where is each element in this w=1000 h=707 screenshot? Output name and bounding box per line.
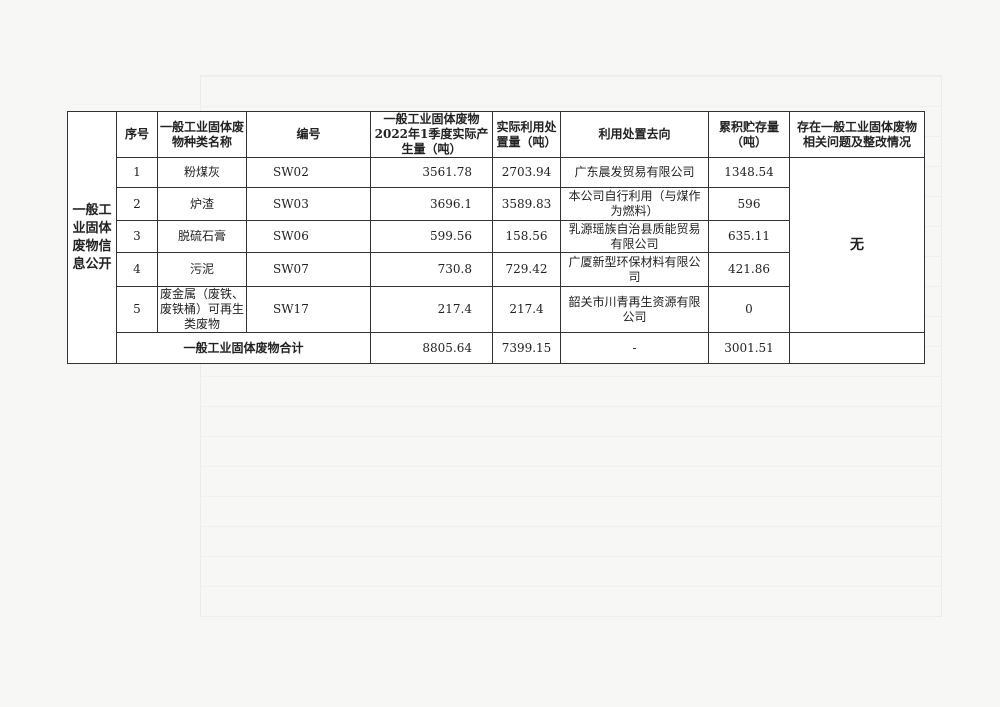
- total-stored: 3001.51: [708, 332, 790, 364]
- total-row: 一般工业固体废物合计 8805.64 7399.15 - 3001.51: [68, 332, 925, 364]
- cell-code: SW03: [246, 187, 371, 221]
- header-produced: 一般工业固体废物2022年1季度实际产生量（吨）: [370, 111, 493, 158]
- cell-name: 污泥: [157, 252, 247, 287]
- section-label: 一般工业固体废物信息公开: [67, 111, 117, 364]
- header-row: 一般工业固体废物信息公开 序号 一般工业固体废物种类名称 编号 一般工业固体废物…: [67, 111, 925, 364]
- cell-destination: 本公司自行利用（与煤作为燃料）: [560, 187, 709, 221]
- cell-stored: 596: [708, 187, 790, 221]
- cell-stored: 1348.54: [708, 157, 790, 188]
- header-issues: 存在一般工业固体废物相关问题及整改情况: [789, 111, 925, 158]
- cell-produced: 730.8: [370, 252, 493, 287]
- cell-disposed: 217.4: [492, 286, 561, 333]
- header-disposed: 实际利用处置量（吨）: [492, 111, 561, 158]
- table-row: 4 污泥 SW07 730.8 729.42 广厦新型环保材料有限公司 421.…: [68, 252, 925, 287]
- table-row: 1 粉煤灰 SW02 3561.78 2703.94 广东晨发贸易有限公司 13…: [68, 157, 925, 333]
- cell-produced: 599.56: [370, 220, 493, 253]
- cell-produced: 3696.1: [370, 187, 493, 221]
- cell-code: SW07: [246, 252, 371, 287]
- table-row: 5 废金属（废铁、废铁桶）可再生类废物 SW17 217.4 217.4 韶关市…: [68, 286, 925, 333]
- total-label: 一般工业固体废物合计: [116, 332, 371, 364]
- cell-name: 炉渣: [157, 187, 247, 221]
- cell-stored: 635.11: [708, 220, 790, 253]
- cell-no: 4: [116, 252, 158, 287]
- cell-stored: 421.86: [708, 252, 790, 287]
- total-disposed: 7399.15: [492, 332, 561, 364]
- cell-name: 废金属（废铁、废铁桶）可再生类废物: [157, 286, 247, 333]
- total-destination: -: [560, 332, 709, 364]
- header-stored: 累积贮存量（吨）: [708, 111, 790, 158]
- solid-waste-table: 一般工业固体废物信息公开 序号 一般工业固体废物种类名称 编号 一般工业固体废物…: [67, 111, 925, 364]
- cell-no: 5: [116, 286, 158, 333]
- cell-disposed: 729.42: [492, 252, 561, 287]
- cell-code: SW17: [246, 286, 371, 333]
- cell-produced: 217.4: [370, 286, 493, 333]
- cell-disposed: 2703.94: [492, 157, 561, 188]
- header-no: 序号: [116, 111, 158, 158]
- cell-code: SW06: [246, 220, 371, 253]
- table-row: 3 脱硫石膏 SW06 599.56 158.56 乳源瑶族自治县质能贸易有限公…: [68, 220, 925, 253]
- cell-destination: 广厦新型环保材料有限公司: [560, 252, 709, 287]
- cell-stored: 0: [708, 286, 790, 333]
- cell-destination: 韶关市川青再生资源有限公司: [560, 286, 709, 333]
- total-produced: 8805.64: [370, 332, 493, 364]
- cell-produced: 3561.78: [370, 157, 493, 188]
- header-code: 编号: [246, 111, 371, 158]
- cell-no: 1: [116, 157, 158, 188]
- cell-name: 粉煤灰: [157, 157, 247, 188]
- cell-code: SW02: [246, 157, 371, 188]
- header-destination: 利用处置去向: [560, 111, 709, 158]
- cell-destination: 乳源瑶族自治县质能贸易有限公司: [560, 220, 709, 253]
- header-name: 一般工业固体废物种类名称: [157, 111, 247, 158]
- cell-disposed: 3589.83: [492, 187, 561, 221]
- cell-disposed: 158.56: [492, 220, 561, 253]
- cell-no: 3: [116, 220, 158, 253]
- total-issues-empty: [789, 332, 925, 364]
- cell-issues: 无: [789, 157, 925, 333]
- cell-name: 脱硫石膏: [157, 220, 247, 253]
- cell-destination: 广东晨发贸易有限公司: [560, 157, 709, 188]
- table-row: 2 炉渣 SW03 3696.1 3589.83 本公司自行利用（与煤作为燃料）…: [68, 187, 925, 221]
- cell-no: 2: [116, 187, 158, 221]
